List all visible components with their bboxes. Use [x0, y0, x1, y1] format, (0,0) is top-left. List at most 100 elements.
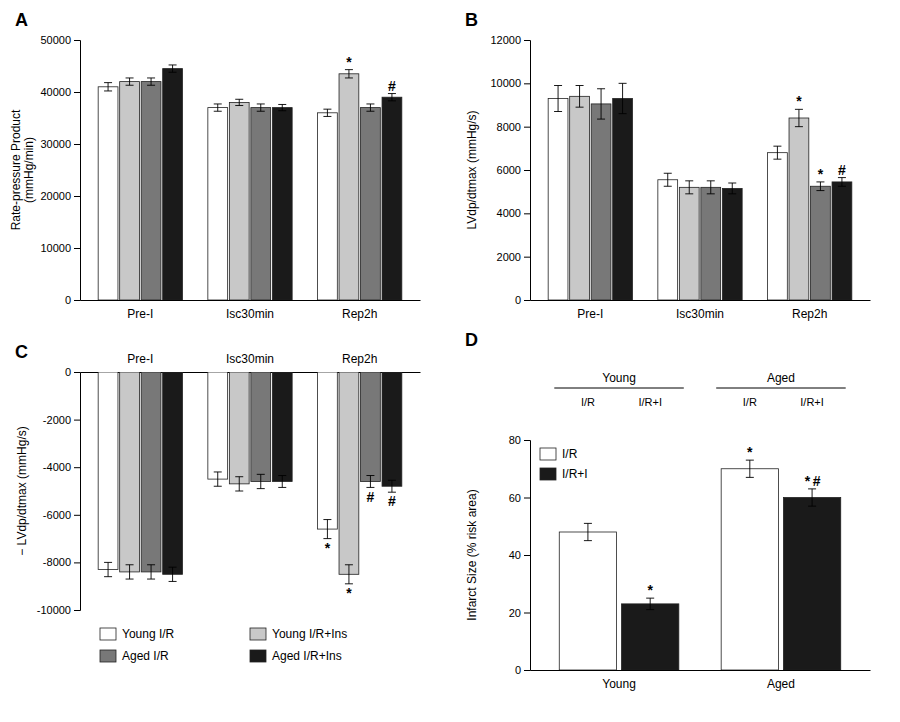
x-axis: Pre-I Isc30min Rep2h [81, 301, 421, 321]
tick-label: Pre-I [127, 307, 153, 321]
error-bar-cap [169, 581, 177, 582]
bar [208, 108, 228, 300]
error-bar-cap [235, 476, 243, 477]
error-bar-cap [597, 119, 605, 120]
sub-label: I/R+I [800, 396, 824, 408]
error-bar [388, 480, 396, 492]
tick: 8000 [497, 121, 530, 133]
panel: 020004000600080001000012000Pre-IIsc30min… [465, 10, 871, 321]
axis-line [81, 300, 421, 301]
bar [679, 187, 699, 300]
bar [141, 82, 161, 300]
tick: Pre-I [577, 307, 603, 321]
error-bar-stem [841, 178, 842, 187]
bar [163, 372, 183, 574]
bar [229, 372, 249, 484]
tick: Rep2h [342, 307, 377, 321]
tick: 0 [65, 294, 80, 306]
error-bar [795, 109, 803, 126]
error-bar-cap [147, 564, 155, 565]
error-bar [366, 476, 374, 488]
error-bar [838, 178, 846, 187]
error-bar [646, 598, 654, 610]
plot-area [548, 83, 852, 300]
legend-swatch [250, 650, 266, 662]
tick-mark [524, 670, 530, 671]
tick-label: Isc30min [226, 307, 274, 321]
title: B [465, 10, 478, 30]
axis-line [524, 441, 531, 671]
error-bar-cap [104, 576, 112, 577]
error-bar [808, 489, 816, 506]
bar [272, 372, 292, 481]
error-bar-stem [172, 567, 173, 581]
error-bar [707, 181, 715, 194]
error-bar-stem [650, 598, 651, 610]
error-bar-cap [278, 104, 286, 105]
bar [339, 74, 359, 300]
error-bar-cap [323, 116, 331, 117]
axis-line [531, 300, 871, 301]
tick-mark [74, 248, 80, 249]
title: D [465, 330, 478, 350]
error-bar-cap [278, 475, 286, 476]
tick-mark [524, 213, 530, 214]
legend-swatch [100, 650, 116, 662]
tick-mark [524, 555, 530, 556]
error-bar-cap [366, 103, 374, 104]
legend: Young I/RYoung I/R+InsAged I/RAged I/R+I… [100, 627, 347, 663]
plot-area [559, 460, 840, 670]
error-bar-stem [579, 86, 580, 108]
error-bar-cap [126, 564, 134, 565]
tick-label: 6000 [497, 164, 521, 176]
error-bar [816, 182, 824, 191]
axis-line [74, 41, 81, 301]
error-bar-cap [707, 193, 715, 194]
error-bar-stem [239, 99, 240, 105]
error-bar-stem [260, 104, 261, 111]
annotation: # [388, 493, 396, 509]
bar [141, 372, 161, 572]
tick-label: Rep2h [342, 307, 377, 321]
error-bar [554, 86, 562, 112]
legend-item: I/R [540, 447, 578, 461]
tick: 20 [509, 607, 530, 619]
tick-label: 40000 [40, 86, 71, 98]
tick-mark [524, 257, 530, 258]
error-bar-stem [777, 146, 778, 159]
error-bar [746, 460, 754, 477]
error-bar [147, 565, 155, 579]
tick: 0 [515, 294, 530, 306]
error-bar-cap [278, 487, 286, 488]
legend-label: I/R+I [562, 467, 588, 481]
bar [163, 69, 183, 300]
error-bar-cap [104, 90, 112, 91]
y-axis: 020406080 [509, 434, 531, 676]
error-bar-stem [601, 89, 602, 119]
tick: 30000 [40, 138, 80, 150]
error-bar [126, 565, 134, 579]
tick-label: Young [602, 677, 636, 691]
annotation: * [325, 540, 331, 556]
annotation: * [346, 54, 352, 70]
error-bar-cap [664, 173, 672, 174]
error-bar-cap [214, 111, 222, 112]
error-bar-stem [710, 181, 711, 194]
error-bar [597, 89, 605, 119]
error-bar [345, 70, 353, 78]
tick-mark [524, 40, 530, 41]
axis-line [524, 41, 531, 301]
error-bar [214, 472, 222, 486]
error-bar-cap [169, 72, 177, 73]
bar [339, 372, 359, 574]
error-bar [664, 173, 672, 186]
error-bar-cap [388, 100, 396, 101]
annotation: # [388, 78, 396, 94]
error-bar-stem [327, 520, 328, 539]
error-bar-cap [345, 564, 353, 565]
tick: 60 [509, 492, 530, 504]
tick-mark [74, 467, 80, 468]
bar [548, 99, 568, 301]
error-bar-cap [126, 579, 134, 580]
bar [811, 186, 831, 300]
